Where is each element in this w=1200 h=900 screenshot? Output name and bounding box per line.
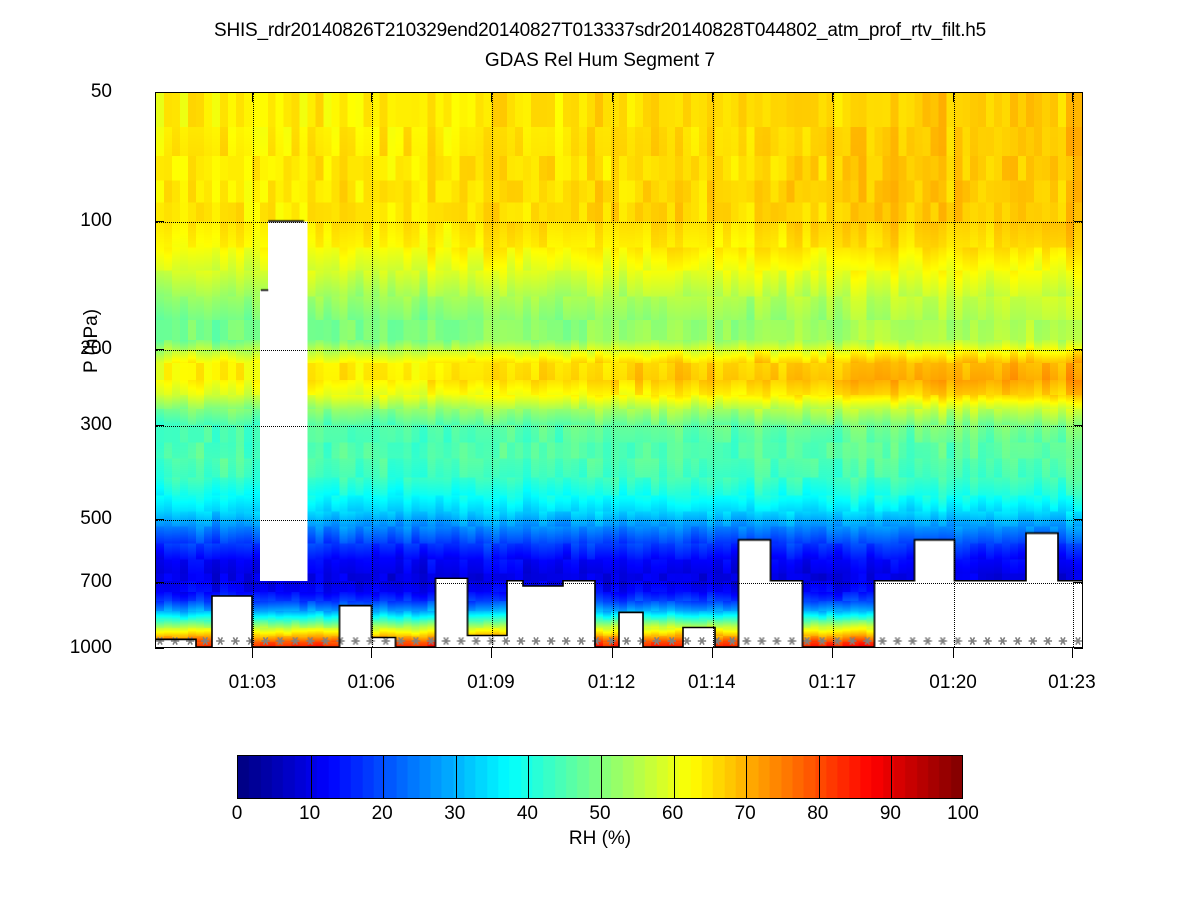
colorbar-tick-label-0: 0 [231, 803, 243, 824]
colorbar-frame [237, 755, 963, 799]
colorbar-gradient [238, 756, 962, 798]
y-tick-mark [1074, 349, 1083, 351]
x-tick-label-01-14: 01:14 [688, 672, 736, 693]
x-tick-mark [711, 648, 713, 658]
x-tick-mark-top [1071, 92, 1073, 102]
y-tick-label-200: 200 [80, 338, 112, 360]
heatmap-canvas [156, 93, 1082, 647]
x-tick-mark [953, 648, 955, 658]
x-tick-label-01-12: 01:12 [587, 672, 636, 693]
colorbar-tick [455, 756, 457, 798]
colorbar-tick-label-10: 10 [299, 803, 321, 824]
grid-line-vertical [712, 93, 714, 647]
colorbar-tick [818, 756, 820, 798]
y-tick-mark [1074, 581, 1083, 583]
grid-line-vertical [1072, 93, 1074, 647]
y-tick-label-1000: 1000 [69, 637, 112, 658]
x-tick-label-01-06: 01:06 [347, 672, 395, 693]
grid-line-vertical [612, 93, 614, 647]
x-tick-mark [490, 648, 492, 658]
grid-line-horizontal [156, 582, 1082, 584]
y-tick-label-100: 100 [80, 209, 112, 231]
x-tick-mark-top [490, 92, 492, 102]
y-tick-mark [1074, 424, 1083, 426]
x-tick-mark-top [711, 92, 713, 102]
y-tick-mark [1074, 648, 1083, 649]
y-tick-mark [155, 92, 164, 93]
y-tick-label-700: 700 [80, 570, 112, 592]
colorbar-tick-label-30: 30 [444, 803, 466, 824]
x-tick-mark-top [611, 92, 613, 102]
y-tick-mark [155, 349, 164, 351]
x-tick-mark-top [953, 92, 955, 102]
x-tick-mark [832, 648, 834, 658]
grid-line-horizontal [156, 520, 1082, 522]
x-tick-mark-top [371, 92, 373, 102]
title-line-subtitle: GDAS Rel Hum Segment 7 [484, 50, 716, 71]
colorbar-title: RH (%) [568, 828, 632, 849]
heatmap-plot-area[interactable] [155, 92, 1083, 648]
x-tick-mark-top [252, 92, 254, 102]
colorbar-tick [746, 756, 748, 798]
y-tick-mark [155, 519, 164, 521]
grid-line-vertical [372, 93, 374, 647]
y-tick-mark [155, 424, 164, 426]
y-tick-label-300: 300 [80, 413, 112, 435]
colorbar-tick-label-90: 90 [879, 803, 901, 824]
colorbar[interactable] [237, 755, 963, 799]
grid-line-horizontal [156, 425, 1082, 427]
colorbar-tick-label-20: 20 [371, 803, 393, 824]
y-tick-label-500: 500 [80, 508, 112, 530]
gridlines [156, 93, 1082, 647]
grid-line-vertical [491, 93, 493, 647]
x-tick-label-01-03: 01:03 [228, 672, 277, 693]
y-tick-mark [1074, 92, 1083, 93]
colorbar-tick-label-70: 70 [734, 803, 756, 824]
colorbar-tick [528, 756, 530, 798]
y-tick-mark [155, 648, 164, 649]
grid-line-vertical [253, 93, 255, 647]
colorbar-tick [891, 756, 893, 798]
colorbar-tick-label-40: 40 [516, 803, 538, 824]
x-tick-mark [371, 648, 373, 658]
title-line-filename: SHIS_rdr20140826T210329end20140827T01333… [213, 20, 987, 41]
x-tick-mark-top [832, 92, 834, 102]
colorbar-tick [601, 756, 602, 798]
y-tick-mark [1074, 519, 1083, 521]
grid-line-horizontal [156, 350, 1082, 352]
y-tick-mark [155, 581, 164, 583]
grid-line-horizontal [156, 221, 1082, 223]
colorbar-tick-label-80: 80 [807, 803, 829, 824]
x-tick-label-01-17: 01:17 [808, 672, 857, 693]
colorbar-tick-label-50: 50 [589, 803, 611, 824]
y-tick-label-50: 50 [90, 81, 112, 102]
x-tick-mark [252, 648, 254, 658]
colorbar-tick-label-100: 100 [947, 803, 979, 824]
x-tick-mark [1071, 648, 1073, 658]
x-tick-mark [611, 648, 613, 658]
colorbar-tick [383, 756, 385, 798]
x-tick-label-01-23: 01:23 [1048, 672, 1096, 693]
grid-line-vertical [833, 93, 835, 647]
y-tick-mark [1074, 220, 1083, 222]
x-tick-label-01-09: 01:09 [467, 672, 515, 693]
y-tick-mark [155, 220, 164, 222]
figure-title: SHIS_rdr20140826T210329end20140827T01333… [0, 18, 1200, 74]
colorbar-tick-label-60: 60 [662, 803, 684, 824]
colorbar-tick [673, 756, 675, 798]
colorbar-tick [310, 756, 312, 798]
grid-line-vertical [954, 93, 956, 647]
x-tick-label-01-20: 01:20 [929, 672, 977, 693]
